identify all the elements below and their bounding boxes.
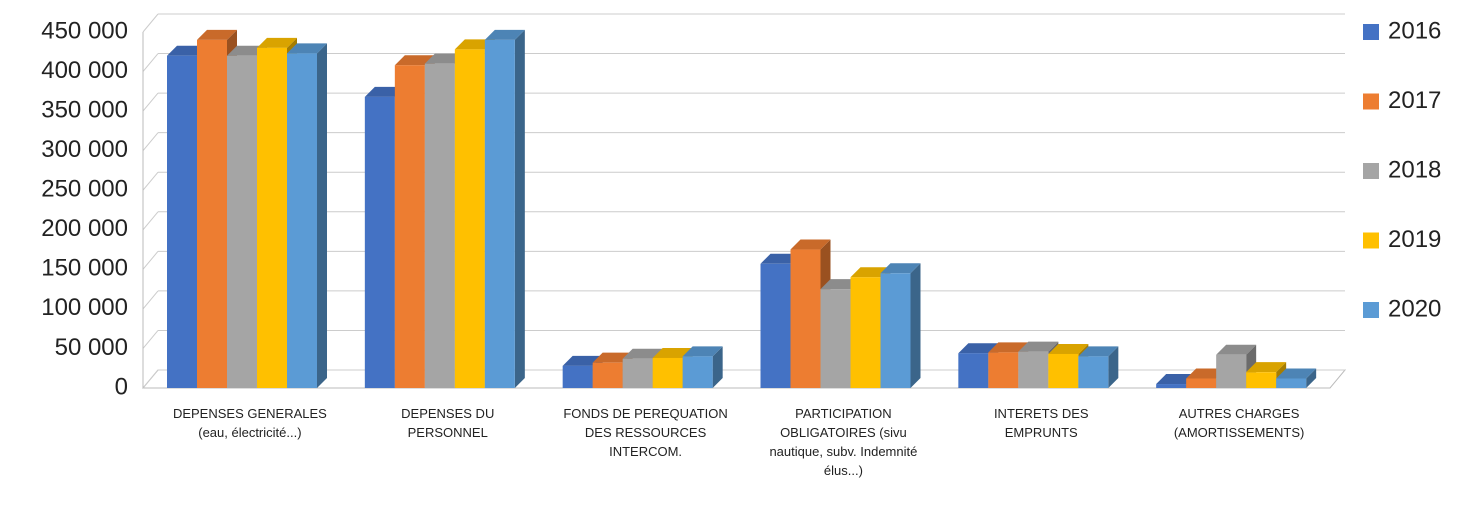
legend-swatch [1363, 302, 1379, 318]
bar-front [394, 65, 425, 388]
bar-side [1306, 368, 1317, 388]
bar-front [424, 63, 455, 389]
y-tick-label: 50 000 [55, 334, 128, 361]
bar-top [394, 55, 435, 66]
bar-front [988, 352, 1019, 388]
bar-side [910, 263, 921, 388]
bar-front [227, 55, 257, 388]
y-tick-label: 150 000 [41, 255, 128, 282]
grid-line-side [142, 290, 159, 310]
grid-line-side [142, 132, 159, 151]
bar-top [682, 346, 723, 357]
bar [1276, 368, 1317, 388]
bar-top [484, 29, 525, 40]
x-tick-label: AUTRES CHARGES (AMORTISSEMENTS) [1173, 406, 1305, 440]
bar-front [1246, 372, 1277, 388]
bar-front [880, 273, 911, 388]
bar-top [257, 37, 297, 48]
legend-swatch [1363, 93, 1379, 110]
bar-front [682, 356, 713, 388]
bar-front [1186, 378, 1217, 388]
bar-front [790, 249, 821, 388]
grid-line-side [142, 53, 159, 72]
grid-line-side [142, 13, 159, 33]
bar-side [317, 43, 327, 389]
bar-top [652, 347, 693, 358]
legend-label: 2019 [1388, 226, 1441, 253]
y-tick-label: 200 000 [41, 215, 128, 242]
bar-top [1276, 368, 1317, 379]
grid-line-side [142, 92, 159, 112]
bar-top [1048, 343, 1089, 354]
legend-label: 2016 [1388, 17, 1441, 44]
bar-top [622, 348, 663, 359]
bar-front [287, 53, 317, 389]
bar-front [257, 47, 287, 388]
bar-top [1018, 341, 1059, 352]
x-tick-label: DEPENSES GENERALES (eau, électricité...) [172, 406, 327, 440]
bar-front [958, 353, 989, 388]
x-tick-label: FONDS DE PEREQUATION DES RESSOURCES INTE… [563, 406, 728, 459]
bar-top [880, 263, 921, 274]
bar-top [790, 239, 831, 250]
grid-line-side [142, 330, 159, 349]
bar-front [1048, 353, 1079, 388]
bar-front [484, 39, 515, 389]
y-tick-label: 100 000 [41, 294, 128, 321]
grid-line-side [142, 251, 159, 270]
legend-swatch [1363, 232, 1379, 249]
bar-top [1078, 346, 1119, 357]
bar [682, 346, 723, 388]
y-tick-label: 400 000 [41, 57, 128, 84]
y-tick-label: 250 000 [41, 176, 128, 203]
bar-front [167, 55, 197, 388]
legend-swatch [1363, 163, 1379, 179]
bar-front [760, 263, 791, 388]
bar-top [1216, 344, 1257, 355]
bar-front [364, 96, 395, 389]
bar-side [712, 346, 723, 388]
y-tick-label: 300 000 [41, 136, 128, 163]
y-tick-label: 0 [115, 373, 128, 400]
bar-front [1276, 378, 1307, 388]
y-tick-label: 450 000 [41, 17, 128, 44]
y-tick-label: 350 000 [41, 96, 128, 123]
bar-front [562, 365, 593, 388]
x-tick-label: DEPENSES DU PERSONNEL [401, 406, 495, 440]
bar-front [850, 277, 881, 388]
bar-front [1216, 354, 1247, 388]
bar-side [514, 29, 525, 389]
bar-front [197, 39, 227, 389]
bar-front [1018, 351, 1049, 388]
bar [287, 43, 327, 389]
bar-side [1108, 346, 1119, 388]
x-tick-label: PARTICIPATION OBLIGATOIRES (sivu nautiqu… [769, 406, 918, 478]
grid-line-side [142, 211, 159, 231]
grid-line-side [142, 369, 159, 389]
grid-line-side [142, 171, 159, 191]
bar-top [958, 343, 999, 354]
bar-top [287, 43, 327, 54]
bar [880, 263, 921, 388]
bar-front [820, 289, 851, 388]
bar-top [197, 29, 237, 40]
bar-front [622, 358, 653, 388]
bar-top [988, 342, 1029, 353]
legend-swatch [1363, 24, 1379, 40]
x-tick-label: INTERETS DES EMPRUNTS [993, 406, 1089, 440]
bar-top [1246, 362, 1287, 373]
bar [484, 29, 525, 389]
bar [1078, 346, 1119, 388]
bar-front [652, 357, 683, 388]
bar-front [1156, 384, 1187, 388]
bar-front [1078, 356, 1109, 388]
legend-label: 2018 [1388, 156, 1441, 183]
legend-label: 2017 [1388, 87, 1441, 114]
bar-front [592, 362, 623, 388]
legend-label: 2020 [1388, 295, 1441, 322]
bar-front [454, 49, 485, 388]
